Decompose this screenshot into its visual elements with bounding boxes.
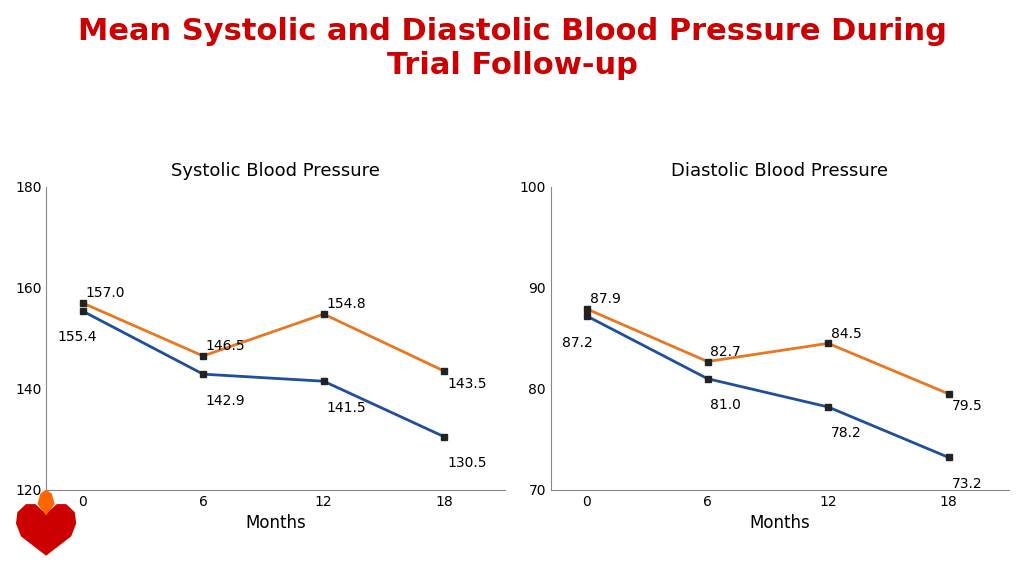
- Title: Systolic Blood Pressure: Systolic Blood Pressure: [171, 162, 380, 180]
- PathPatch shape: [16, 504, 76, 556]
- Text: 84.5: 84.5: [830, 327, 861, 340]
- X-axis label: Months: Months: [750, 514, 810, 532]
- Text: 143.5: 143.5: [447, 377, 486, 391]
- Text: 130.5: 130.5: [447, 456, 486, 470]
- Text: Mean Systolic and Diastolic Blood Pressure During
Trial Follow-up: Mean Systolic and Diastolic Blood Pressu…: [78, 17, 946, 80]
- Text: 146.5: 146.5: [206, 339, 246, 353]
- Text: 82.7: 82.7: [711, 345, 741, 359]
- Text: 141.5: 141.5: [327, 401, 367, 415]
- Text: 142.9: 142.9: [206, 393, 246, 408]
- PathPatch shape: [38, 490, 54, 516]
- Text: 157.0: 157.0: [85, 286, 125, 300]
- Text: 87.9: 87.9: [590, 292, 621, 306]
- Text: 155.4: 155.4: [57, 331, 97, 344]
- Text: 79.5: 79.5: [951, 399, 982, 414]
- Text: 154.8: 154.8: [327, 297, 367, 311]
- Title: Diastolic Blood Pressure: Diastolic Blood Pressure: [672, 162, 889, 180]
- Text: 73.2: 73.2: [951, 477, 982, 491]
- Text: 87.2: 87.2: [562, 336, 593, 350]
- Text: 81.0: 81.0: [711, 398, 741, 412]
- Text: 78.2: 78.2: [830, 426, 861, 441]
- X-axis label: Months: Months: [245, 514, 306, 532]
